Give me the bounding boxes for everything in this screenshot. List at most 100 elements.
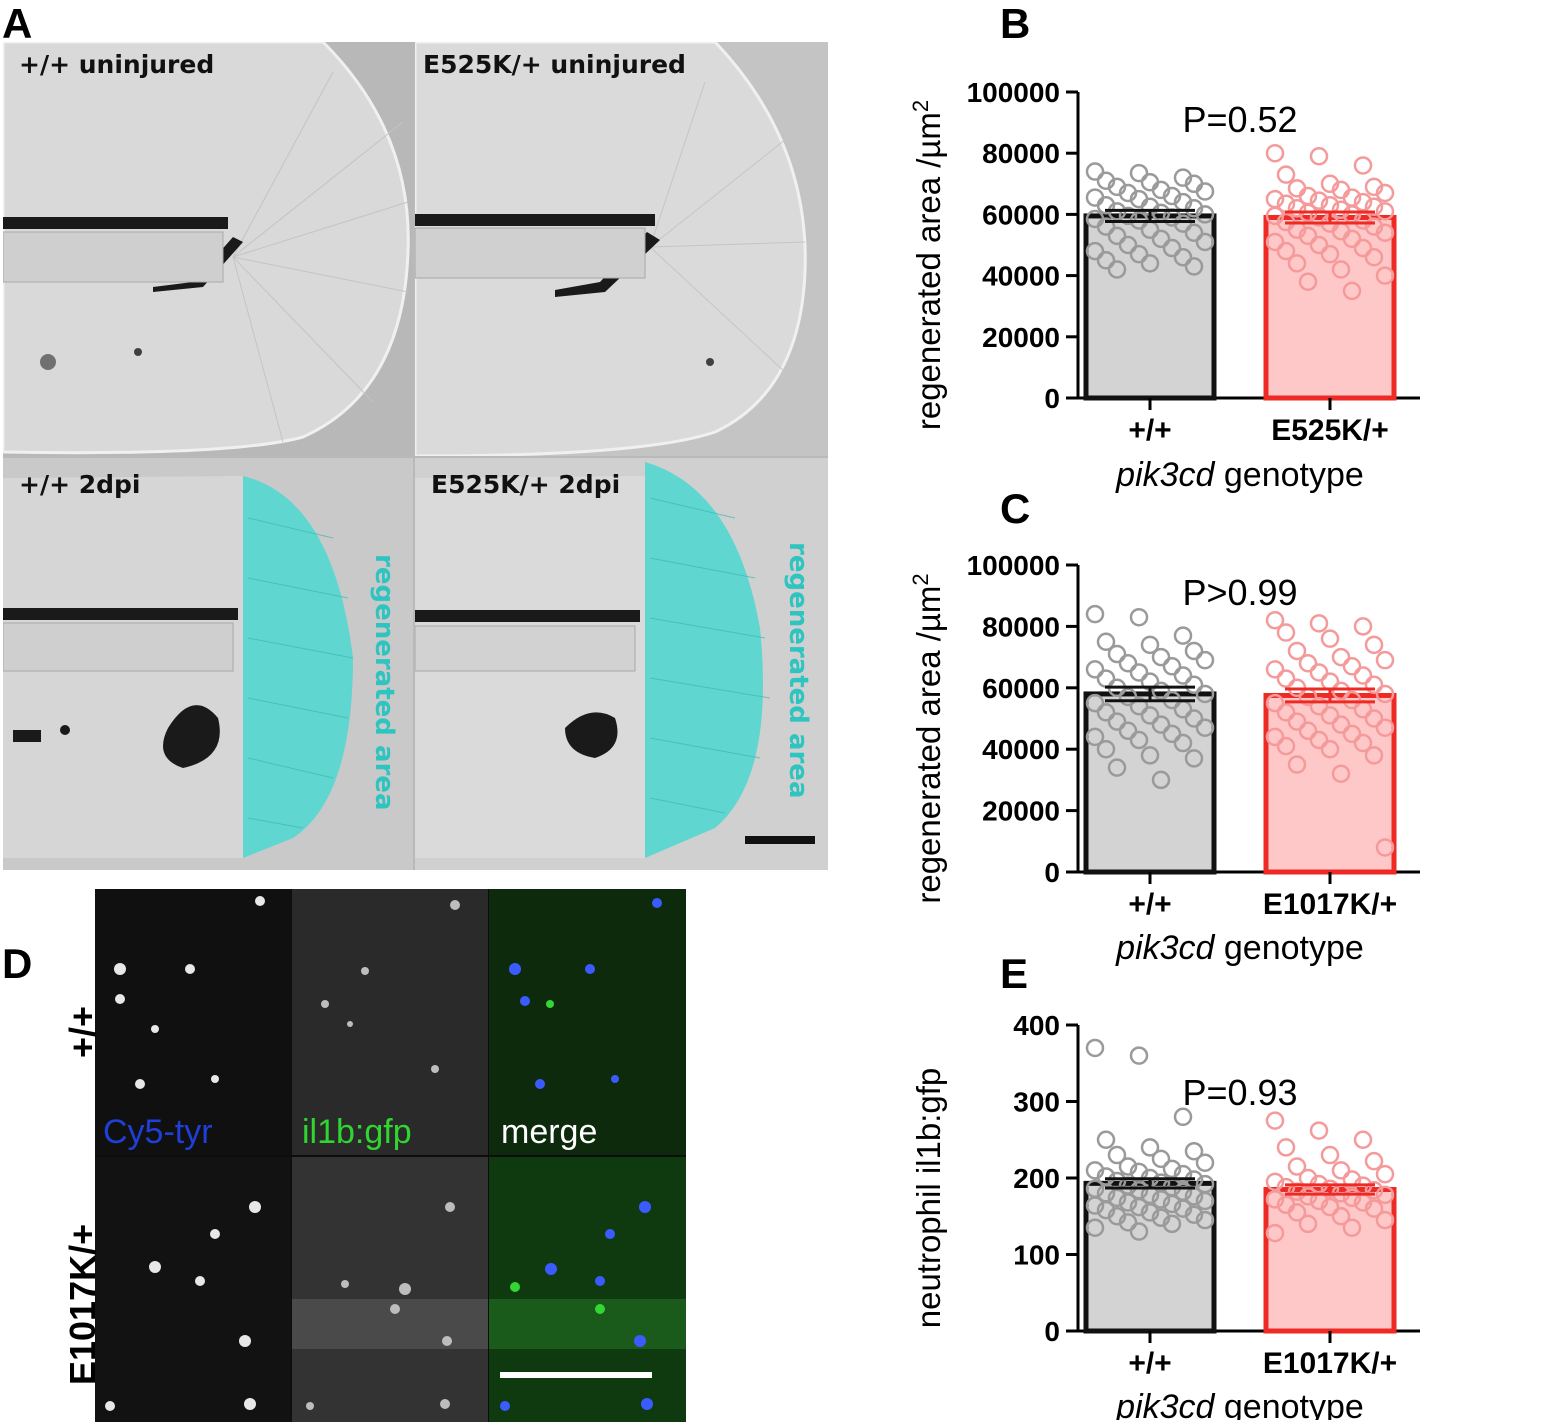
- data-point: [1184, 223, 1204, 243]
- data-point: [1184, 675, 1204, 694]
- panel-letter-d: D: [2, 940, 33, 987]
- data-point: [1375, 650, 1395, 670]
- data-point: [1342, 657, 1362, 676]
- data-point: [1129, 1197, 1149, 1217]
- y-tick-label: 40000: [982, 734, 1060, 765]
- data-point: [1129, 244, 1149, 264]
- p-value-annotation: P=0.93: [1182, 1072, 1297, 1113]
- y-tick-label: 100000: [967, 77, 1060, 108]
- row-label-wt: +/+: [62, 1005, 103, 1058]
- data-point: [1276, 1138, 1296, 1157]
- data-point: [1107, 226, 1127, 246]
- data-point: [1140, 746, 1160, 765]
- data-point: [1195, 232, 1215, 252]
- data-point: [1375, 1164, 1395, 1184]
- data-point: [1173, 1107, 1193, 1127]
- micrograph-e525k-uninjured: E525K/+ uninjured: [415, 42, 828, 456]
- data-point: [1320, 629, 1340, 648]
- data-point: [1085, 727, 1105, 747]
- data-point: [1375, 266, 1395, 285]
- data-point: [1140, 1203, 1160, 1222]
- y-tick-label: 0: [1044, 1316, 1060, 1347]
- data-point: [1107, 758, 1127, 777]
- data-point: [1151, 647, 1171, 667]
- data-point: [1287, 254, 1307, 273]
- data-point: [1140, 706, 1160, 725]
- data-point: [1353, 666, 1373, 685]
- data-point: [1265, 1223, 1285, 1243]
- data-point: [1375, 684, 1395, 704]
- data-point: [1287, 199, 1307, 218]
- data-point: [1195, 1191, 1215, 1211]
- data-point: [1140, 1138, 1160, 1157]
- data-point: [1096, 669, 1116, 688]
- data-point: [1342, 1188, 1362, 1208]
- data-point: [1375, 1210, 1395, 1230]
- data-point: [1276, 623, 1296, 642]
- row-label-e1017k: E1017K/+: [62, 1223, 103, 1385]
- data-point: [1129, 730, 1149, 750]
- data-point: [1151, 715, 1171, 734]
- data-point: [1129, 1222, 1149, 1241]
- chart-panel-c: 0 20000 40000 60000 80000 100000 +/+ E1017K/+ P>…: [908, 550, 1420, 967]
- data-point: [1096, 1130, 1116, 1149]
- scale-bar: [745, 836, 815, 844]
- data-point: [1265, 143, 1285, 163]
- y-tick-label: 400: [1013, 1010, 1060, 1041]
- data-point: [1364, 635, 1384, 655]
- fin-image-wt-2dpi: [3, 458, 413, 870]
- y-tick-label: 100: [1013, 1240, 1060, 1271]
- data-point: [1331, 200, 1351, 220]
- data-point: [1118, 235, 1138, 255]
- data-point: [1309, 147, 1329, 166]
- data-point: [1353, 238, 1373, 258]
- data-point: [1309, 663, 1329, 682]
- data-point: [1096, 251, 1116, 270]
- data-point: [1320, 672, 1340, 691]
- data-point: [1118, 1157, 1138, 1176]
- chart-panel-e: 0 100 200 300 400 +/+ E1017K/+ P=0.93 pik3cd gen…: [910, 1010, 1420, 1420]
- y-tick-label: 20000: [982, 322, 1060, 353]
- data-point: [1265, 1111, 1285, 1130]
- p-value-annotation: P>0.99: [1182, 572, 1297, 613]
- data-point: [1173, 247, 1193, 267]
- data-point: [1276, 669, 1296, 688]
- bar: [1083, 213, 1217, 401]
- data-point: [1320, 1197, 1340, 1217]
- data-point: [1364, 1199, 1384, 1218]
- data-point: [1364, 746, 1384, 765]
- data-point: [1085, 604, 1105, 624]
- data-point: [1287, 755, 1307, 774]
- data-point: [1298, 653, 1318, 673]
- data-point: [1162, 1214, 1182, 1234]
- data-point: [1096, 632, 1116, 651]
- data-point: [1320, 1179, 1340, 1198]
- y-tick-label: 60000: [982, 199, 1060, 230]
- data-point: [1107, 644, 1127, 664]
- data-point: [1085, 693, 1105, 713]
- data-point: [1085, 162, 1105, 181]
- data-point: [1184, 749, 1204, 768]
- y-tick-label: 300: [1013, 1087, 1060, 1118]
- data-point: [1276, 736, 1296, 756]
- panel-d-fluorescence: Cy5-tyr il1b:gfp merge: [95, 889, 686, 1422]
- data-point: [1184, 257, 1204, 276]
- data-point: [1331, 681, 1351, 701]
- fin-image-e525k-uninjured: [415, 42, 828, 456]
- data-point: [1298, 1187, 1318, 1206]
- x-tick-label: +/+: [1128, 414, 1171, 447]
- micrograph-wt-2dpi: +/+ 2dpi regenerated area: [3, 458, 413, 870]
- y-axis-label: regenerated area /µm2: [908, 573, 947, 903]
- data-point: [1129, 663, 1149, 682]
- x-tick-label: E1017K/+: [1263, 1347, 1397, 1380]
- data-point: [1184, 709, 1204, 728]
- fluorescence-image-grid: [95, 889, 686, 1422]
- data-point: [1276, 165, 1296, 184]
- channel-label-cy5: Cy5-tyr: [103, 1113, 213, 1151]
- y-tick-label: 80000: [982, 611, 1060, 642]
- data-point: [1375, 1185, 1395, 1205]
- data-point: [1096, 739, 1116, 759]
- data-point: [1298, 226, 1318, 246]
- data-point: [1118, 653, 1138, 673]
- data-point: [1287, 1203, 1307, 1222]
